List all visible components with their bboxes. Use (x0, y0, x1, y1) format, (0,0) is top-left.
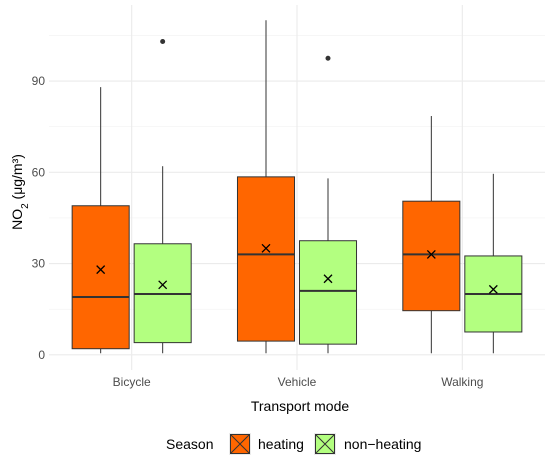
y-tick-label: 0 (38, 348, 45, 362)
legend: Season heating non−heating (166, 433, 421, 455)
mean-marker (158, 280, 168, 290)
legend-key-non-heating (314, 433, 336, 455)
legend-title: Season (166, 436, 213, 452)
y-tick-label: 60 (32, 165, 46, 179)
x-tick-label: Vehicle (278, 375, 317, 389)
box-iqr (236, 176, 296, 342)
x-tick-label: Walking (441, 375, 483, 389)
mean-marker (488, 284, 498, 294)
outlier-point (325, 55, 331, 61)
legend-label-heating: heating (258, 436, 304, 452)
box-heating-bicycle (71, 87, 130, 354)
box-nonheating-vehicle (298, 55, 358, 354)
outlier-point (160, 39, 166, 44)
x-axis-title: Transport mode (251, 398, 350, 414)
legend-key-heating (229, 433, 251, 455)
grid (49, 5, 545, 370)
y-axis-title: NO2 (μg/m³) (9, 154, 31, 230)
mean-marker (323, 274, 333, 284)
y-axis-title-unit: (μg/m³) (9, 154, 25, 203)
mean-marker (261, 243, 271, 253)
box-nonheating-bicycle (133, 39, 192, 354)
y-axis-title-sub: 2 (20, 203, 31, 209)
mean-marker (426, 249, 436, 259)
box-nonheating-walking (464, 173, 523, 354)
box-iqr (298, 240, 358, 345)
legend-label-non-heating: non−heating (344, 436, 421, 452)
mean-marker (96, 265, 106, 275)
boxes (71, 20, 523, 354)
box-heating-walking (402, 116, 461, 354)
y-tick-label: 30 (32, 257, 46, 271)
y-axis-title-main: NO (9, 209, 25, 230)
box-iqr (402, 200, 461, 312)
box-iqr (71, 205, 130, 350)
ticks: 0 30 60 90 Bicycle Vehicle Walking (32, 74, 484, 389)
x-tick-label: Bicycle (113, 375, 151, 389)
box-heating-vehicle (236, 20, 296, 354)
y-tick-label: 90 (32, 74, 46, 88)
